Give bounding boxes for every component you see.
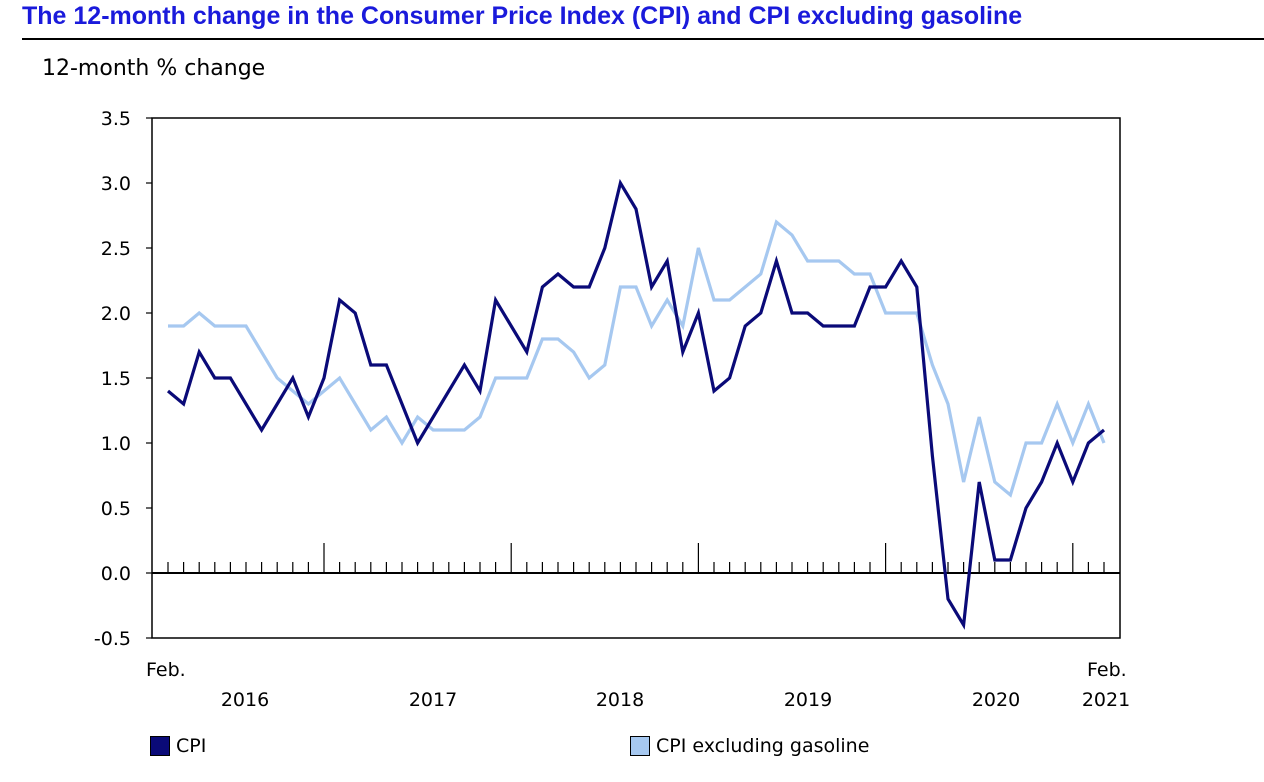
series-line-cpi-ex-gas (168, 219, 1106, 498)
y-tick-label: 3.0 (101, 173, 131, 195)
x-label-year-2020: 2020 (972, 689, 1020, 711)
legend-item-cpi-ex-gas: CPI excluding gasoline (630, 735, 869, 757)
y-tick-label: 2.5 (101, 238, 131, 260)
series-line-cpi (166, 178, 1106, 630)
x-label-year-2021: 2021 (1082, 689, 1130, 711)
y-axis-label: 12-month % change (42, 56, 266, 81)
y-tick-label: 0.5 (101, 498, 131, 520)
x-label-start-month: Feb. (146, 659, 186, 681)
y-tick-label: 1.0 (101, 433, 131, 455)
y-tick-label: 1.5 (101, 368, 131, 390)
x-label-year-2019: 2019 (784, 689, 832, 711)
y-tick-label: -0.5 (94, 628, 131, 650)
legend-swatch-cpi (150, 736, 170, 756)
x-label-year-2017: 2017 (409, 689, 457, 711)
y-tick-label: 2.0 (101, 303, 131, 325)
plot-area (151, 117, 1121, 639)
x-label-year-2018: 2018 (596, 689, 644, 711)
legend-swatch-cpi-ex-gas (630, 736, 650, 756)
chart-title: The 12-month change in the Consumer Pric… (22, 2, 1023, 30)
x-label-year-2016: 2016 (221, 689, 269, 711)
title-divider (22, 38, 1264, 40)
legend-item-cpi: CPI (150, 735, 206, 757)
legend-label-cpi-ex-gas: CPI excluding gasoline (656, 735, 870, 757)
y-tick-label: 0.0 (101, 563, 131, 585)
y-tick-label: 3.5 (101, 108, 131, 130)
legend-label-cpi: CPI (176, 735, 207, 757)
x-label-end-month: Feb. (1087, 659, 1127, 681)
